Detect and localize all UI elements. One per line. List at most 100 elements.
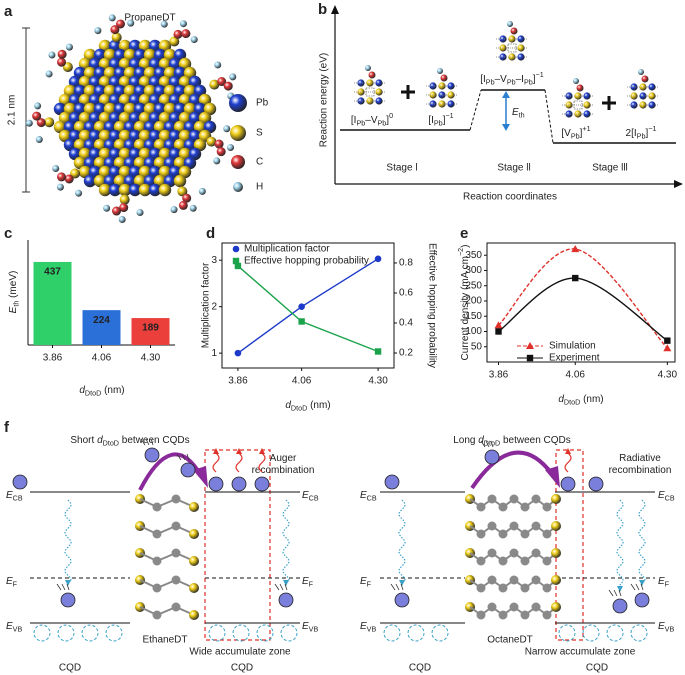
plot-frame xyxy=(221,242,395,369)
zone-label: Narrow accumulate zone xyxy=(525,647,636,658)
atom xyxy=(138,183,152,197)
lattice-atom xyxy=(583,101,591,109)
atom xyxy=(32,111,42,121)
motion-line xyxy=(640,583,644,591)
atom xyxy=(181,29,191,39)
motion-line xyxy=(56,583,62,591)
motion-line xyxy=(176,453,182,461)
motion-line xyxy=(395,583,400,591)
panel-label: c xyxy=(4,225,12,242)
text-part: E xyxy=(302,576,309,587)
atom xyxy=(173,174,187,188)
atom xyxy=(118,183,132,197)
marker xyxy=(234,262,242,270)
y-tick-label: 3 xyxy=(211,255,217,266)
atom xyxy=(56,57,66,67)
legend-label: Effective hopping probability xyxy=(244,256,369,267)
arrowhead xyxy=(565,448,571,454)
text-part: –V xyxy=(495,74,508,85)
species-label: [IPb–VPb]0 xyxy=(351,111,393,128)
bar xyxy=(33,261,72,345)
atom xyxy=(127,19,135,27)
atom xyxy=(198,187,206,195)
atom xyxy=(119,194,130,205)
atom xyxy=(35,136,43,144)
x-tick-label: 3.86 xyxy=(489,370,509,381)
motion-line xyxy=(630,583,636,591)
text-part: d xyxy=(285,400,291,411)
text-part: 2[I xyxy=(626,128,637,139)
zone-label: Wide accumulate zone xyxy=(189,647,291,658)
arrowhead xyxy=(236,448,242,454)
atom xyxy=(115,19,125,29)
plot-frame xyxy=(486,242,676,363)
y-tick-label: 2 xyxy=(211,301,217,312)
x-axis-arrow xyxy=(674,180,683,188)
lattice-icon xyxy=(354,65,386,105)
electron xyxy=(231,476,247,492)
text-line: recombination xyxy=(609,465,672,476)
text-part: [I xyxy=(351,115,357,126)
text-part: VB xyxy=(309,624,319,633)
legend-sphere xyxy=(229,94,247,112)
lattice-atom xyxy=(576,84,584,92)
lattice-atom xyxy=(368,71,376,79)
text-part: E xyxy=(658,490,665,501)
hole xyxy=(256,624,274,642)
panel-label: d xyxy=(206,225,215,242)
atom xyxy=(119,203,129,213)
motion-line xyxy=(186,453,190,461)
connector xyxy=(469,89,482,131)
text-part: E xyxy=(658,576,665,587)
atom xyxy=(111,32,122,43)
y-axis-label: Multiplication factor xyxy=(201,262,212,348)
text-part: E xyxy=(360,576,367,587)
species-label: [VPb]+1 xyxy=(561,124,590,141)
text-part: between CQDs xyxy=(119,435,190,446)
motion-line xyxy=(274,583,280,591)
text-part: Pb xyxy=(486,77,495,86)
text-part: F xyxy=(309,579,314,588)
photon-wave xyxy=(398,499,406,583)
electron xyxy=(588,476,604,492)
atom xyxy=(216,147,226,157)
legend-sphere xyxy=(233,182,243,192)
stage-label: Stage lll xyxy=(592,163,628,174)
text-part: E xyxy=(8,306,19,313)
motion-line xyxy=(480,440,486,448)
electron xyxy=(180,462,196,478)
lattice-atom xyxy=(573,78,579,84)
atom xyxy=(179,20,187,28)
atom xyxy=(112,206,122,216)
lattice-atom xyxy=(365,65,371,71)
text-part: CB xyxy=(309,493,319,502)
cqd-label: CQD xyxy=(59,663,81,674)
lattice-icon xyxy=(496,21,528,61)
text-part: E xyxy=(302,621,309,632)
text-part: −1 xyxy=(648,124,656,133)
y-tick-label: 300 xyxy=(465,265,482,276)
marker xyxy=(298,318,305,325)
electron xyxy=(144,447,160,463)
text-part: [I xyxy=(480,74,486,85)
lattice-atom xyxy=(510,27,518,35)
legend-label: Multiplication factor xyxy=(244,244,330,255)
electron xyxy=(612,598,628,614)
motion-line xyxy=(608,589,614,597)
x-axis-label: dDtoD (nm) xyxy=(79,385,124,398)
text-part: E xyxy=(360,621,367,632)
nanocrystal xyxy=(25,14,237,224)
cqd-label: CQD xyxy=(231,663,253,674)
text-part: (meV) xyxy=(8,271,19,301)
text-part: ] xyxy=(443,115,446,126)
legend-label: H xyxy=(256,182,263,193)
photon-wave xyxy=(235,451,243,473)
atom xyxy=(136,208,144,216)
lattice-atom xyxy=(447,82,455,90)
text-part: E xyxy=(658,621,665,632)
series-line xyxy=(498,248,668,349)
atom xyxy=(206,136,217,147)
lattice-atom xyxy=(507,21,513,27)
atom xyxy=(56,183,64,191)
photon-wave xyxy=(212,451,220,473)
